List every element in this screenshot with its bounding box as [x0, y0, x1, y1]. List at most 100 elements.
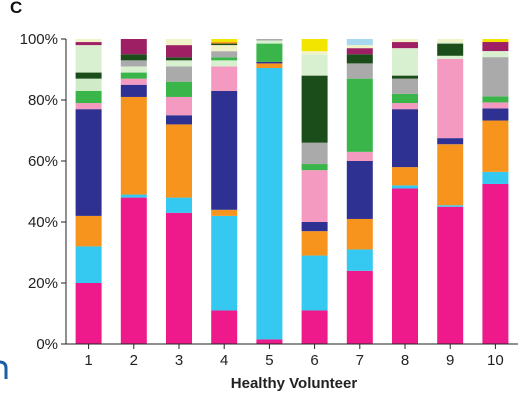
bar-segment [166, 60, 192, 67]
bar-segment [346, 270, 373, 344]
bar-segment [256, 67, 283, 340]
bar-segment [75, 103, 102, 110]
bar-segment [211, 310, 238, 344]
bar-segment [211, 209, 238, 216]
bar-5 [256, 39, 283, 344]
bar-segment [392, 78, 418, 94]
bar-segment [301, 142, 328, 165]
bar-segment [166, 81, 192, 97]
bar-segment [256, 43, 283, 62]
bar-segment [346, 78, 373, 152]
bar-segment [75, 39, 102, 43]
bar-segment [346, 45, 373, 49]
bar-segment [346, 48, 373, 55]
bar-segment [75, 109, 102, 216]
bar-segment [392, 185, 418, 189]
bar-segment [211, 51, 238, 58]
bar-segment [346, 54, 373, 64]
bar-segment [392, 75, 418, 79]
bar-segment [482, 120, 509, 172]
bar-segment [437, 43, 464, 56]
bar-segment [120, 39, 147, 55]
y-tick-label: 100% [20, 31, 58, 48]
bar-segment [482, 171, 509, 184]
bar-segment [392, 48, 418, 76]
bar-segment [120, 84, 147, 97]
bar-segment [75, 45, 102, 73]
bar-segment [392, 39, 418, 43]
bar-4 [211, 39, 238, 344]
y-tick-label: 20% [28, 275, 58, 292]
bar-8 [392, 39, 418, 344]
bar-segment [211, 215, 238, 311]
bar-segment [301, 54, 328, 76]
bar-segment [211, 66, 238, 91]
bar-segment [482, 57, 509, 97]
bars-layer [75, 39, 509, 344]
bar-segment [482, 39, 509, 43]
bar-segment [437, 138, 464, 145]
bar-segment [301, 51, 328, 55]
bar-segment [437, 206, 464, 344]
bar-segment [166, 115, 192, 125]
bar-segment [166, 212, 192, 344]
bar-segment [346, 151, 373, 161]
panel-label: C [10, 0, 23, 17]
bar-segment [75, 42, 102, 46]
bar-segment [392, 109, 418, 168]
bar-segment [75, 215, 102, 247]
y-tick-label: 80% [28, 92, 58, 109]
bar-segment [482, 96, 509, 103]
bar-segment [256, 63, 283, 68]
bar-segment [392, 93, 418, 104]
bar-segment [256, 61, 283, 64]
bar-segment [120, 72, 147, 79]
y-tick-label: 0% [36, 336, 58, 353]
bar-segment [301, 39, 328, 52]
bar-segment [346, 39, 373, 46]
bar-segment [120, 197, 147, 344]
y-ticks: 0% 20% 40% 60% 80% 100% [20, 31, 66, 353]
bar-segment [346, 218, 373, 250]
x-tick-label: 2 [130, 352, 138, 369]
bar-9 [437, 39, 464, 344]
bar-6 [301, 39, 328, 344]
bar-segment [301, 164, 328, 171]
x-tick-label: 7 [356, 352, 364, 369]
bar-segment [437, 39, 464, 43]
bar-segment [301, 170, 328, 222]
bar-7 [346, 39, 373, 344]
bar-segment [482, 51, 509, 58]
bar-segment [120, 54, 147, 61]
bar-segment [392, 42, 418, 49]
cropped-edge-fragment [0, 359, 10, 381]
x-tick-label: 1 [84, 352, 92, 369]
bar-segment [256, 40, 283, 44]
bar-1 [75, 39, 102, 344]
bar-segment [75, 283, 102, 344]
bar-segment [75, 90, 102, 104]
bar-segment [211, 45, 238, 52]
bar-segment [166, 57, 192, 61]
bar-segment [482, 108, 509, 121]
axes [65, 39, 518, 345]
bar-segment [120, 66, 147, 73]
bar-segment [166, 45, 192, 58]
bar-segment [346, 63, 373, 79]
bar-10 [482, 39, 509, 344]
bar-segment [392, 167, 418, 186]
bar-segment [437, 205, 464, 207]
bar-segment [301, 75, 328, 143]
bar-segment [75, 246, 102, 283]
x-tick-label: 4 [220, 352, 228, 369]
bar-segment [211, 39, 238, 43]
bar-segment [301, 310, 328, 344]
bar-3 [166, 39, 192, 344]
bar-segment [166, 39, 192, 46]
bar-segment [482, 42, 509, 52]
bar-segment [211, 43, 238, 46]
x-tick-label: 10 [487, 352, 504, 369]
bar-segment [482, 183, 509, 344]
bar-segment [75, 78, 102, 91]
